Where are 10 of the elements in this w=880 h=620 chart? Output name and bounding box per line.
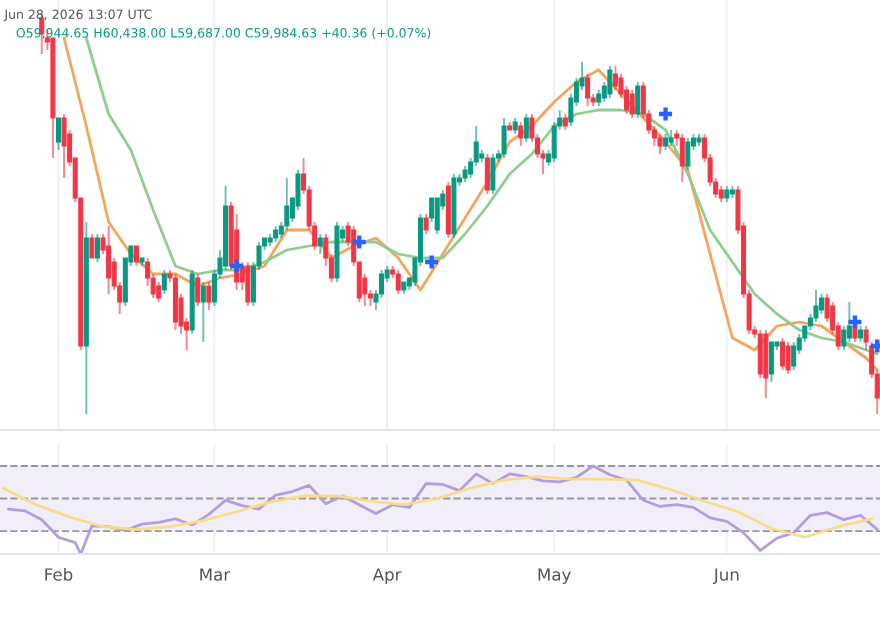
x-tick-label: May [538,568,571,585]
x-tick-label: Feb [45,567,73,581]
point [230,259,244,273]
x-tick-label: Apr [372,568,402,585]
point [425,255,439,269]
point [659,107,673,121]
point [848,315,862,329]
x-tick-label: Jun [712,568,739,584]
x-tick-label: Mar [200,568,231,581]
point [352,235,366,249]
